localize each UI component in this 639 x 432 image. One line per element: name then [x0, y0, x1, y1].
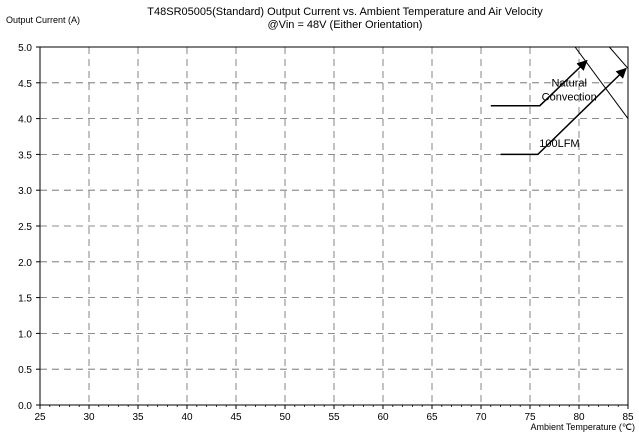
y-tick-label-1.5: 1.5	[18, 294, 32, 305]
y-tick-label-2.5: 2.5	[18, 222, 32, 233]
y-tick-label-5: 5.0	[18, 43, 32, 54]
y-tick-label-3: 3.0	[18, 186, 32, 197]
x-tick-label-80: 80	[573, 412, 585, 423]
x-tick-label-45: 45	[230, 412, 242, 423]
x-tick-label-40: 40	[181, 412, 193, 423]
y-tick-label-1: 1.0	[18, 329, 32, 340]
annotation-label-natural-convection: Convection	[542, 91, 597, 103]
x-tick-label-60: 60	[377, 412, 389, 423]
annotation-leader-natural-convection	[490, 59, 588, 107]
y-tick-label-0.5: 0.5	[18, 365, 32, 376]
grid-lines	[40, 47, 628, 405]
x-tick-label-85: 85	[622, 412, 634, 423]
y-tick-label-4: 4.0	[18, 115, 32, 126]
axis-ticks: 25 30 35 40 45 50 55 60 65 70 75 80 85 0.0 0.5 1.0 1.5 2.…	[18, 43, 634, 423]
y-tick-label-4.5: 4.5	[18, 79, 32, 90]
y-tick-label-2: 2.0	[18, 258, 32, 269]
chart-title-line1: T48SR05005(Standard) Output Current vs. …	[147, 6, 543, 18]
x-tick-label-50: 50	[279, 412, 291, 423]
annotation-label-100lfm: 100LFM	[539, 138, 579, 150]
x-axis-label: Ambient Temperature (℃)	[531, 422, 635, 432]
y-tick-label-3.5: 3.5	[18, 150, 32, 161]
annotation-leader-100lfm	[500, 67, 627, 156]
x-tick-label-75: 75	[524, 412, 536, 423]
x-tick-label-55: 55	[328, 412, 340, 423]
y-axis-label: Output Current (A)	[6, 15, 80, 25]
x-tick-label-70: 70	[475, 412, 487, 423]
annotation-label-natural-convection: Natural	[551, 77, 586, 89]
plot-area-border	[39, 46, 629, 406]
y-tick-label-0: 0.0	[18, 401, 32, 412]
series-annotations: Natural Convection 100LFM	[490, 59, 627, 156]
x-tick-label-35: 35	[132, 412, 144, 423]
x-tick-label-25: 25	[34, 412, 46, 423]
x-tick-label-30: 30	[83, 412, 95, 423]
x-tick-label-65: 65	[426, 412, 438, 423]
chart-title-line2: @Vin = 48V (Either Orientation)	[268, 19, 423, 31]
